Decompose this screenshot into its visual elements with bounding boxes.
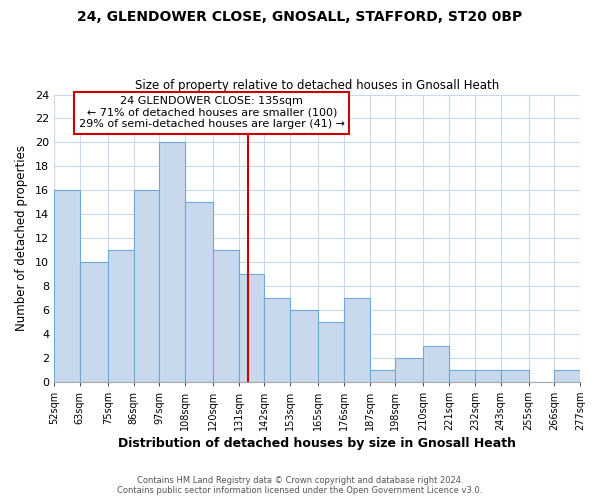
Bar [554,370,580,382]
Bar [54,190,80,382]
Bar [449,370,475,382]
Title: Size of property relative to detached houses in Gnosall Heath: Size of property relative to detached ho… [135,79,499,92]
Text: Contains HM Land Registry data © Crown copyright and database right 2024.
Contai: Contains HM Land Registry data © Crown c… [118,476,482,495]
Text: 24 GLENDOWER CLOSE: 135sqm
← 71% of detached houses are smaller (100)
29% of sem: 24 GLENDOWER CLOSE: 135sqm ← 71% of deta… [79,96,345,129]
Y-axis label: Number of detached properties: Number of detached properties [15,145,28,331]
Bar [239,274,265,382]
Bar [424,346,449,382]
Bar [134,190,159,382]
Bar [213,250,239,382]
Bar [265,298,290,382]
Bar [344,298,370,382]
Bar [370,370,395,382]
Bar [185,202,213,382]
Bar [290,310,318,382]
Bar [475,370,500,382]
X-axis label: Distribution of detached houses by size in Gnosall Heath: Distribution of detached houses by size … [118,437,516,450]
Text: 24, GLENDOWER CLOSE, GNOSALL, STAFFORD, ST20 0BP: 24, GLENDOWER CLOSE, GNOSALL, STAFFORD, … [77,10,523,24]
Bar [395,358,424,382]
Bar [318,322,344,382]
Bar [108,250,134,382]
Bar [159,142,185,382]
Bar [80,262,108,382]
Bar [500,370,529,382]
